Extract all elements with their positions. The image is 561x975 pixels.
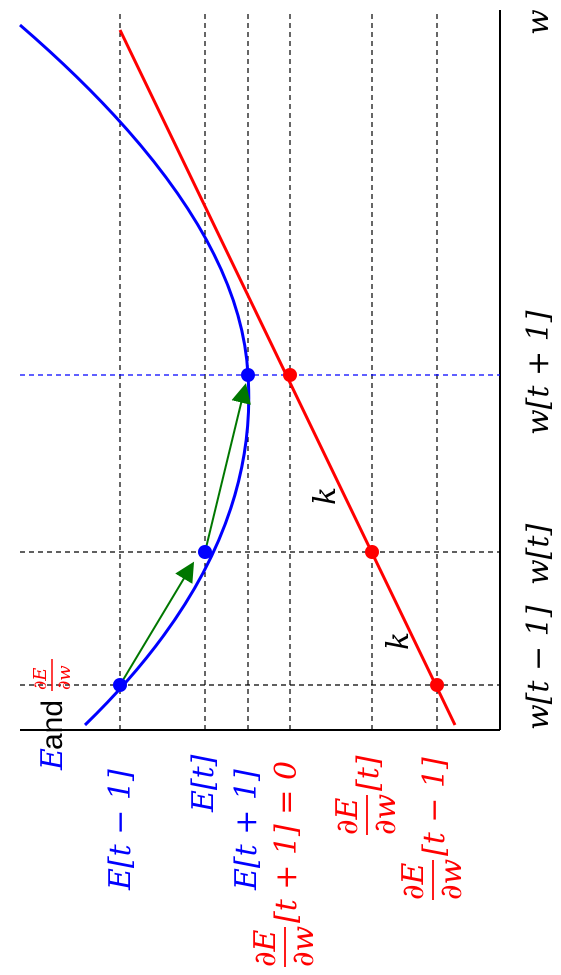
- level-dEdw-t-suffix: [t]: [351, 755, 386, 791]
- k-label-1: k: [381, 632, 416, 650]
- curve-point-tm1: [113, 678, 127, 692]
- level-E-tp1: E[t + 1]: [229, 769, 264, 891]
- level-dEdw-t-den: ∂w: [368, 793, 403, 835]
- curve-point-tp1: [241, 368, 255, 382]
- level-E-tm1: E[t − 1]: [103, 769, 138, 891]
- tick-w-tp1: w[t + 1]: [521, 310, 556, 435]
- level-dEdw-tm1-suffix: [t − 1]: [417, 757, 452, 856]
- level-dEdw-tp1-num: ∂E: [248, 929, 283, 967]
- k-label-2: k: [308, 487, 343, 505]
- axis-title-E: E: [35, 748, 70, 771]
- line-point-tp1: [283, 368, 297, 382]
- level-dEdw-tp1-den: ∂w: [286, 925, 321, 967]
- line-point-t: [365, 545, 379, 559]
- level-E-t: E[t]: [186, 754, 221, 813]
- axis-title-and: and: [36, 700, 69, 750]
- w-axis-label: w: [521, 9, 556, 35]
- curve-point-t: [198, 545, 212, 559]
- level-dEdw-t-num: ∂E: [330, 797, 365, 835]
- level-dEdw-tm1-den: ∂w: [434, 858, 469, 900]
- tick-w-tm1: w[t − 1]: [521, 605, 556, 730]
- level-dEdw-tp1-suffix: [t + 1] = 0: [269, 761, 304, 923]
- error-curve: [19, 23, 251, 727]
- line-point-tm1: [430, 678, 444, 692]
- level-dEdw-tm1-num: ∂E: [396, 862, 431, 900]
- step-arrow-2: [204, 383, 251, 553]
- tick-w-t: w[t]: [521, 524, 556, 585]
- axis-title-dw: ∂w: [54, 665, 75, 690]
- axis-title-dE: ∂E: [30, 668, 51, 690]
- step-arrow-1: [119, 561, 195, 686]
